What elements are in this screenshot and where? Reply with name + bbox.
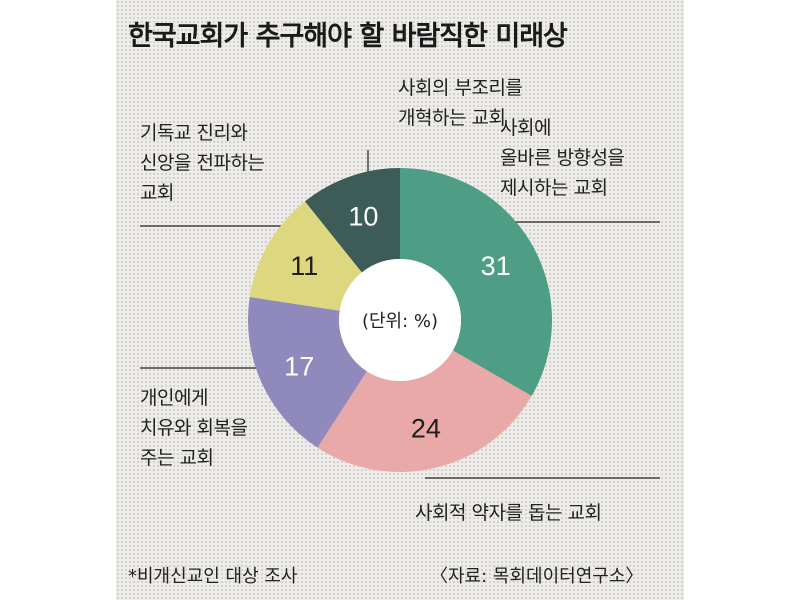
slice-weak [317, 350, 532, 473]
value-label-direction: 31 [481, 251, 511, 281]
value-label-healing: 17 [284, 351, 314, 381]
slice-evangelism [249, 201, 362, 311]
value-label-weak: 24 [411, 413, 441, 443]
donut-hole [339, 259, 461, 381]
chart-title: 한국교회가 추구해야 할 바람직한 미래상 [128, 21, 568, 52]
data-source: 〈자료: 목회데이터연구소〉 [430, 566, 644, 587]
slice-label-reform: 사회의 부조리를 개혁하는 교회 [398, 77, 523, 129]
center-label: (단위: %) [362, 311, 438, 332]
slice-direction [400, 168, 552, 396]
slice-reform [304, 168, 400, 273]
value-label-reform: 10 [348, 202, 378, 232]
slice-label-evangelism: 기독교 진리와 신앙을 전파하는 교회 [140, 122, 265, 204]
slice-label-direction: 사회에 올바른 방향성을 제시하는 교회 [500, 117, 625, 199]
survey-note: *비개신교인 대상 조사 [128, 566, 298, 587]
value-label-evangelism: 11 [290, 251, 318, 281]
slice-label-healing: 개인에게 치유와 회복을 주는 교회 [140, 387, 248, 469]
slice-healing [247, 296, 367, 448]
slice-label-weak: 사회적 약자를 돕는 교회 [415, 502, 602, 524]
